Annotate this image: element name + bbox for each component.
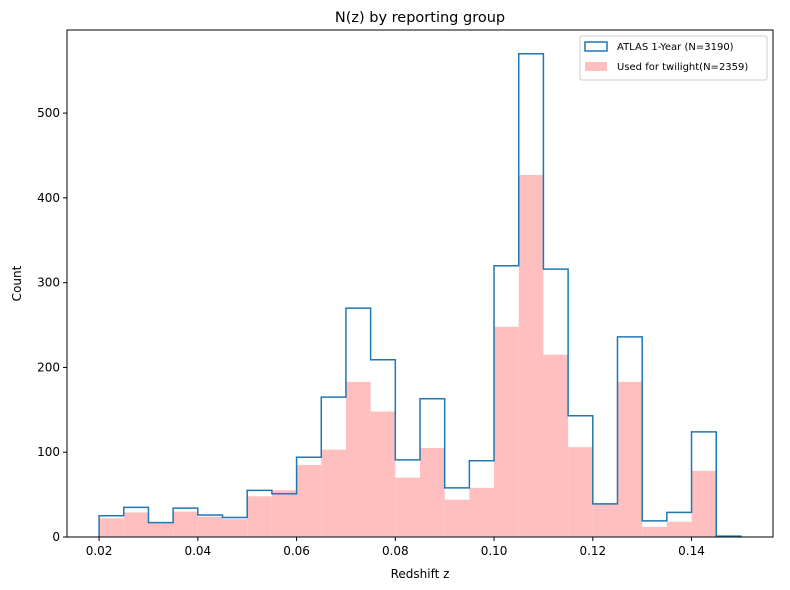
filled-bar bbox=[494, 326, 519, 537]
filled-bar bbox=[642, 526, 667, 537]
legend-swatch-step bbox=[584, 41, 608, 52]
x-tick-label: 0.08 bbox=[382, 544, 409, 558]
filled-bar bbox=[617, 381, 643, 537]
filled-bar bbox=[370, 411, 396, 537]
legend-entry-filled: Used for twilight(N=2359) bbox=[617, 62, 748, 73]
legend: ATLAS 1-Year (N=3190) Used for twilight(… bbox=[579, 35, 768, 81]
legend-entry-step: ATLAS 1-Year (N=3190) bbox=[617, 42, 734, 53]
filled-bar bbox=[420, 447, 445, 537]
y-axis-ticks: 0 100 200 300 400 500 bbox=[37, 106, 67, 544]
x-axis-ticks: 0.02 0.04 0.06 0.08 0.10 0.12 0.14 bbox=[86, 537, 705, 558]
axes-frame bbox=[66, 29, 774, 538]
filled-bar bbox=[543, 354, 569, 537]
filled-bar bbox=[271, 490, 297, 537]
y-axis-label: Count bbox=[10, 265, 24, 301]
x-tick-label: 0.10 bbox=[481, 544, 508, 558]
step-series-outline bbox=[98, 52, 742, 537]
y-tick-label: 500 bbox=[37, 106, 60, 120]
y-tick-label: 400 bbox=[37, 191, 60, 205]
filled-bar bbox=[568, 447, 593, 537]
filled-bar bbox=[469, 487, 495, 537]
chart-title: N(z) by reporting group bbox=[335, 10, 505, 26]
filled-bar bbox=[173, 511, 198, 537]
filled-bar bbox=[247, 496, 272, 537]
filled-bar bbox=[197, 516, 223, 537]
filled-bar bbox=[222, 519, 248, 537]
filled-bar bbox=[345, 381, 371, 537]
y-tick-label: 200 bbox=[37, 360, 60, 374]
x-tick-label: 0.14 bbox=[678, 544, 705, 558]
filled-bar bbox=[99, 518, 124, 537]
legend-swatch-filled bbox=[585, 62, 607, 71]
y-tick-label: 300 bbox=[37, 276, 60, 290]
filled-bar bbox=[592, 503, 618, 537]
filled-bar bbox=[123, 512, 149, 537]
filled-bar bbox=[395, 477, 420, 537]
filled-bar bbox=[666, 521, 692, 537]
x-tick-label: 0.12 bbox=[579, 544, 606, 558]
y-tick-label: 0 bbox=[52, 530, 60, 544]
legend-box bbox=[579, 35, 768, 81]
x-tick-label: 0.02 bbox=[86, 544, 113, 558]
filled-bar bbox=[321, 449, 346, 537]
x-tick-label: 0.04 bbox=[184, 544, 211, 558]
filled-series-bars bbox=[99, 174, 717, 537]
y-tick-label: 100 bbox=[37, 445, 60, 459]
x-tick-label: 0.06 bbox=[283, 544, 310, 558]
filled-bar bbox=[518, 174, 544, 537]
filled-bar bbox=[148, 523, 174, 537]
filled-bar bbox=[444, 499, 470, 537]
filled-bar bbox=[296, 464, 322, 537]
x-axis-label: Redshift z bbox=[391, 567, 450, 581]
filled-bar bbox=[691, 470, 717, 537]
